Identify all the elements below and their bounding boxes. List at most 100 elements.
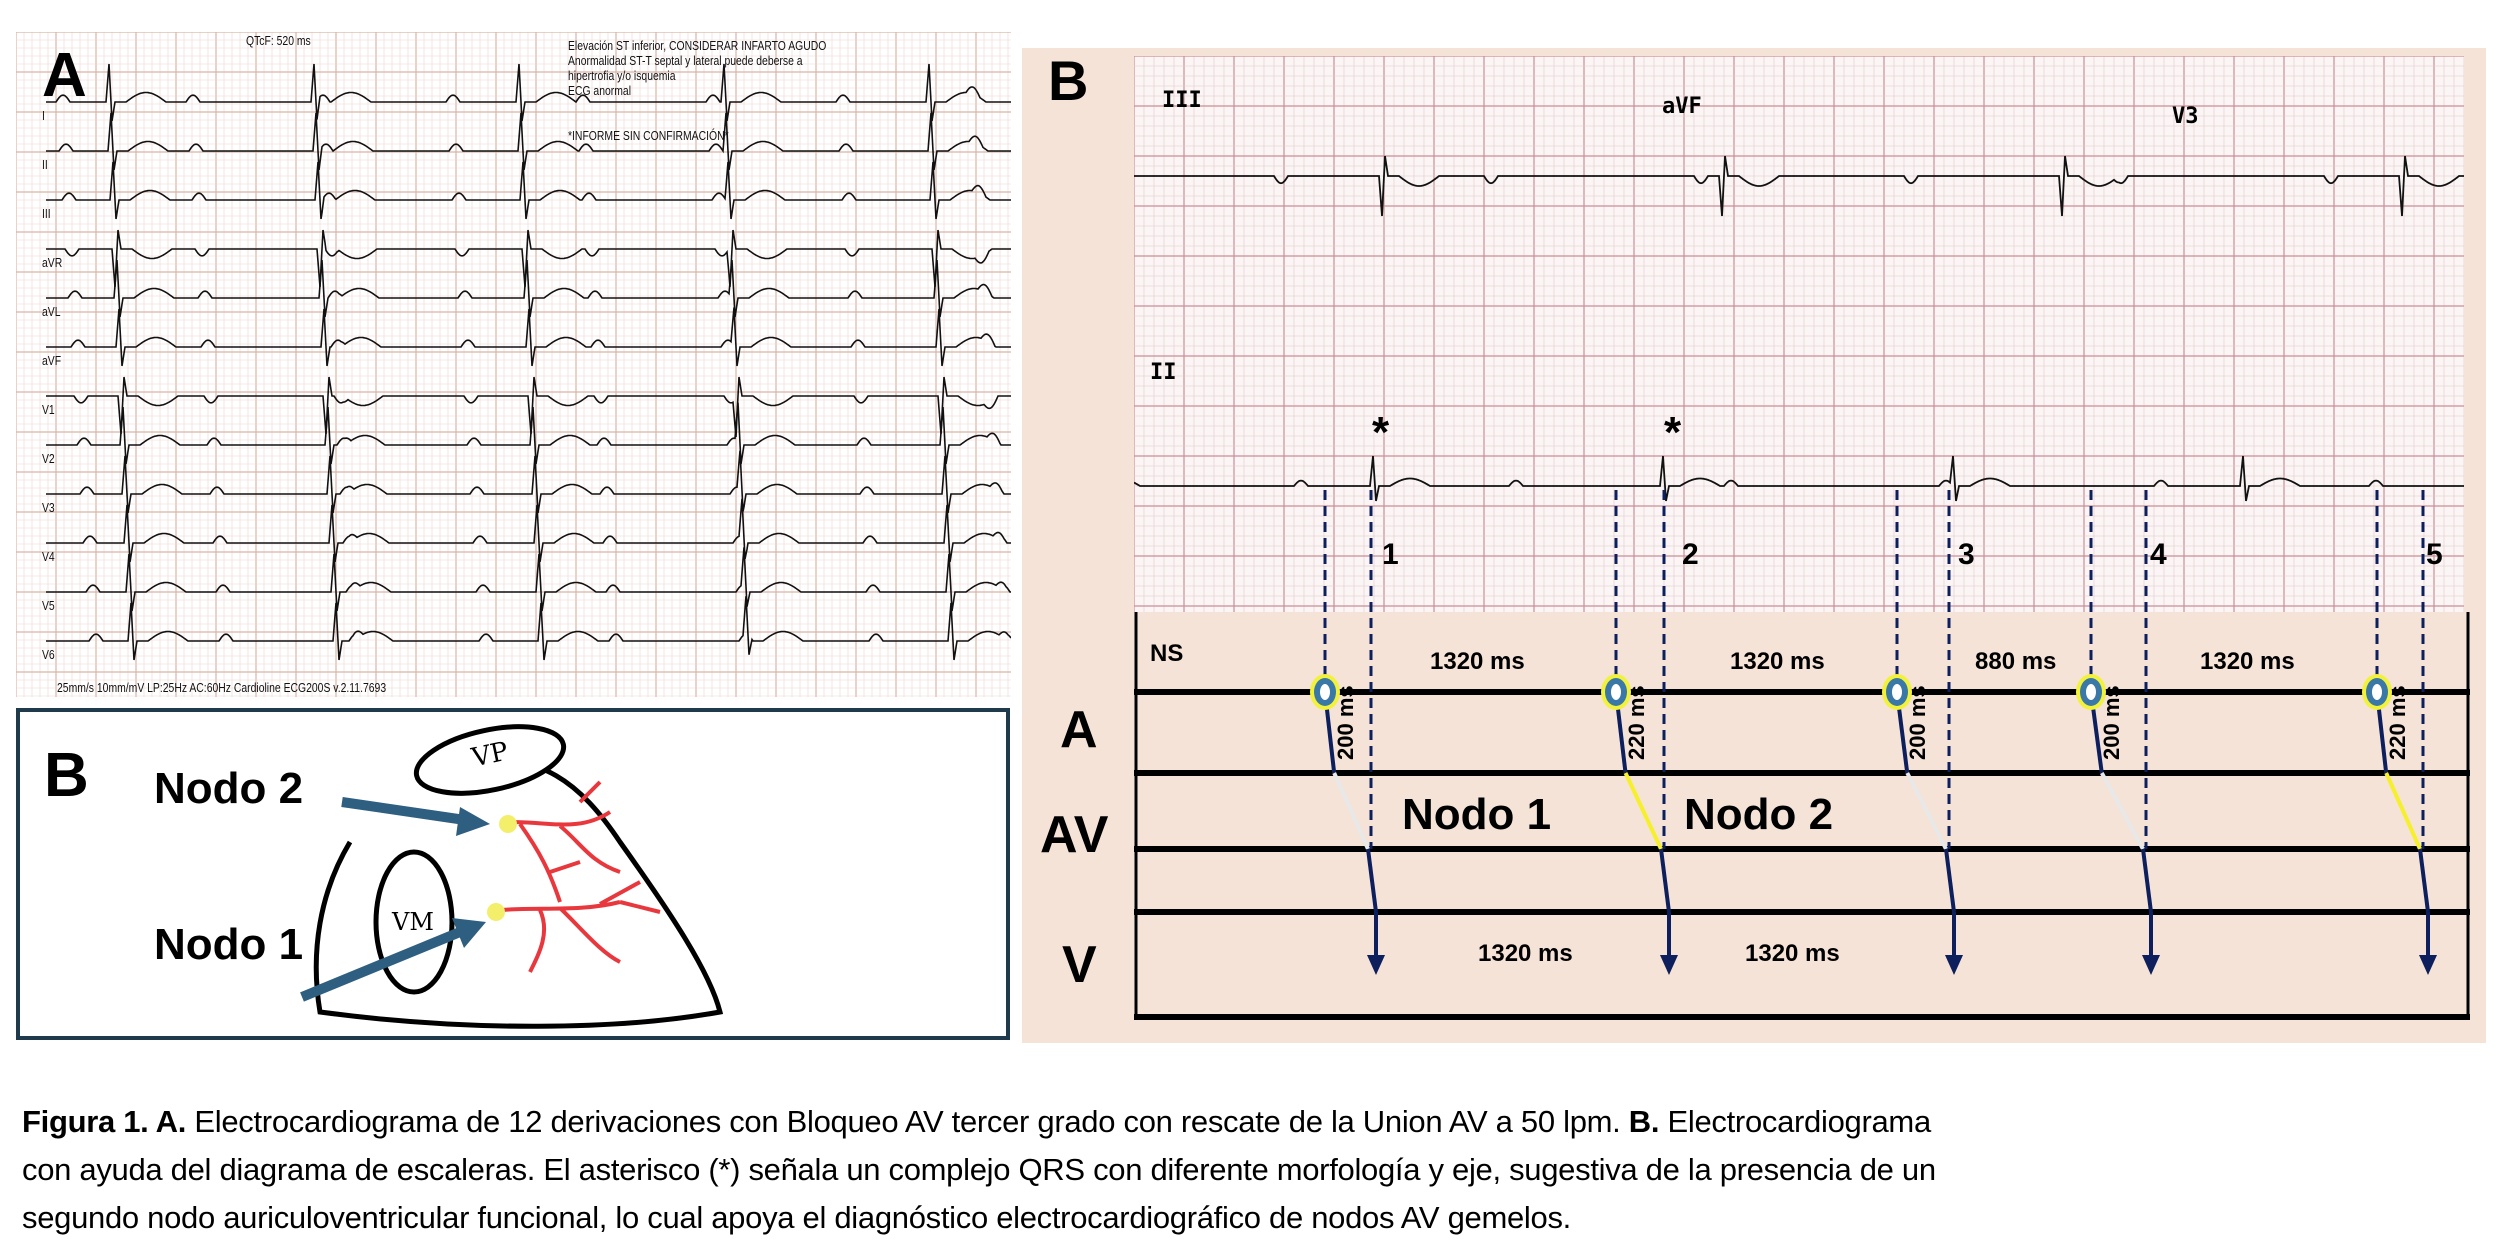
ecg-trace-aVR: [46, 229, 1011, 288]
twin-av-node-drawing: B Nodo 2 Nodo 1 VP VM: [16, 708, 1010, 1040]
lead-label: II: [1150, 360, 1177, 385]
ecg-trace-V2: [46, 402, 1011, 465]
ecg-trace-I: [46, 63, 1011, 122]
ecg-grid: [1134, 56, 2464, 612]
beat-number: 4: [2150, 538, 2167, 571]
caption-text: Electrocardiograma de 12 derivaciones co…: [186, 1104, 1629, 1139]
pr-interval-label: 200 ms: [1905, 685, 1930, 760]
rr-interval-label: 1320 ms: [1745, 940, 1840, 967]
asterisk-marker: *: [1372, 408, 1390, 457]
lead-label: II: [42, 157, 48, 172]
lead-label: V2: [42, 451, 55, 466]
lead-label: V4: [42, 549, 55, 564]
nodo-1-dot: [487, 903, 505, 921]
conduction-path-1: [1310, 490, 1385, 975]
ecg-trace-V5: [46, 547, 1011, 612]
qtcf-readout: QTcF: 520 ms: [246, 33, 311, 48]
panel-a-label: A: [42, 41, 87, 110]
ecg-trace-V6: [46, 596, 1011, 661]
ecg-strip: [1134, 56, 2464, 612]
conduction-path-2: [1601, 490, 1678, 975]
conduction-path-4: [2076, 490, 2160, 975]
lead-label: V1: [42, 402, 55, 417]
ecg-interpretation: Elevación ST inferior, CONSIDERAR INFART…: [568, 38, 826, 98]
lead-label: III: [1162, 88, 1202, 113]
conduction-path-3: [1882, 490, 1963, 975]
av-segment: [2100, 772, 2145, 850]
caption-line: Figura 1. A. Electrocardiograma de 12 de…: [22, 1104, 1931, 1140]
beat-number: 3: [1958, 538, 1975, 571]
av-segment: [1905, 772, 1948, 850]
ecg-trace-ii: [1134, 455, 2464, 502]
pr-interval-label: 220 ms: [1624, 685, 1649, 760]
nodo-2-dot: [499, 815, 517, 833]
interp-line: Anormalidad ST-T septal y lateral puede …: [568, 53, 803, 68]
nodo-1-ladder-label: Nodo 1: [1402, 790, 1552, 839]
caption-figure-label: Figura 1. A.: [22, 1104, 187, 1139]
lead-label: III: [42, 206, 51, 221]
ecg-trace-aVF: [46, 307, 1011, 367]
nodo-2-label: Nodo 2: [154, 764, 304, 813]
beat-number: 5: [2426, 538, 2443, 571]
lead-label: V5: [42, 598, 55, 613]
ecg-trace-V3: [46, 450, 1011, 514]
row-label-v: V: [1062, 936, 1097, 994]
nodo-1-label: Nodo 1: [154, 920, 304, 969]
interp-line: hipertrofia y/o isquemia: [568, 68, 676, 83]
caption-text: Electrocardiograma: [1659, 1104, 1932, 1139]
arrow-nodo-2: [341, 797, 466, 825]
ecg-trace-top: [1134, 155, 2464, 217]
unconfirmed-note: *INFORME SIN CONFIRMACIÓN*: [568, 128, 729, 143]
arrow-nodo-1: [300, 927, 462, 1002]
lead-label: aVF: [1662, 94, 1702, 119]
pr-interval-label: 220 ms: [2385, 685, 2410, 760]
lead-label: aVF: [42, 353, 62, 368]
arrows: [300, 797, 490, 1002]
pp-interval-label: 1320 ms: [1730, 648, 1825, 675]
lead-label: I: [42, 108, 45, 123]
ventricular-arrow: [1367, 955, 1385, 975]
ecg-trace-aVL: [46, 259, 1011, 318]
beat-number: 1: [1382, 538, 1399, 571]
vp-oval: [413, 724, 567, 796]
conduction-path-5: [2362, 490, 2437, 975]
lead-label: aVL: [42, 304, 61, 319]
ventricular-arrow: [1660, 955, 1678, 975]
panel-b-label: B: [1048, 49, 1089, 112]
pp-interval-label: 1320 ms: [1430, 648, 1525, 675]
heart-sketch: [300, 724, 724, 1029]
lead-label: V3: [2172, 104, 2199, 129]
av-segment: [2384, 772, 2422, 850]
caption-line: con ayuda del diagrama de escaleras. El …: [22, 1152, 1936, 1187]
caption-line: segundo nodo auriculoventricular funcion…: [22, 1200, 1571, 1235]
lead-label: V3: [42, 500, 55, 515]
vm-label: VM: [392, 908, 434, 936]
rr-interval-label: 1320 ms: [1478, 940, 1573, 967]
pp-interval-label: 1320 ms: [2200, 648, 2295, 675]
panel-b-drawing-label: B: [44, 741, 89, 810]
beat-number: 2: [1682, 538, 1699, 571]
caption-b-label: B.: [1628, 1104, 1660, 1139]
ventricular-arrow: [2142, 955, 2160, 975]
av-segment: [1332, 772, 1370, 850]
ecg-12-lead: [16, 32, 1011, 697]
lead-label: V6: [42, 647, 55, 662]
ventricular-arrow: [2419, 955, 2437, 975]
ns-label: NS: [1150, 640, 1184, 667]
ecg-trace-III: [46, 161, 1011, 220]
row-label-a: A: [1060, 701, 1098, 759]
ecg-trace-V4: [46, 498, 1011, 563]
heart-outline: [313, 757, 724, 1029]
lead-label: aVR: [42, 255, 63, 270]
interp-line: ECG anormal: [568, 83, 631, 98]
ventricular-arrow: [1945, 955, 1963, 975]
nodo-2-ladder-label: Nodo 2: [1684, 790, 1834, 839]
interp-line: Elevación ST inferior, CONSIDERAR INFART…: [568, 38, 827, 53]
row-label-av: AV: [1040, 806, 1109, 864]
ecg-footer: 25mm/s 10mm/mV LP:25Hz AC:60Hz Cardiolin…: [57, 680, 387, 695]
pr-interval-label: 200 ms: [1333, 685, 1358, 760]
conduction-branches: [501, 780, 661, 973]
ecg-trace-V1: [46, 376, 1011, 438]
